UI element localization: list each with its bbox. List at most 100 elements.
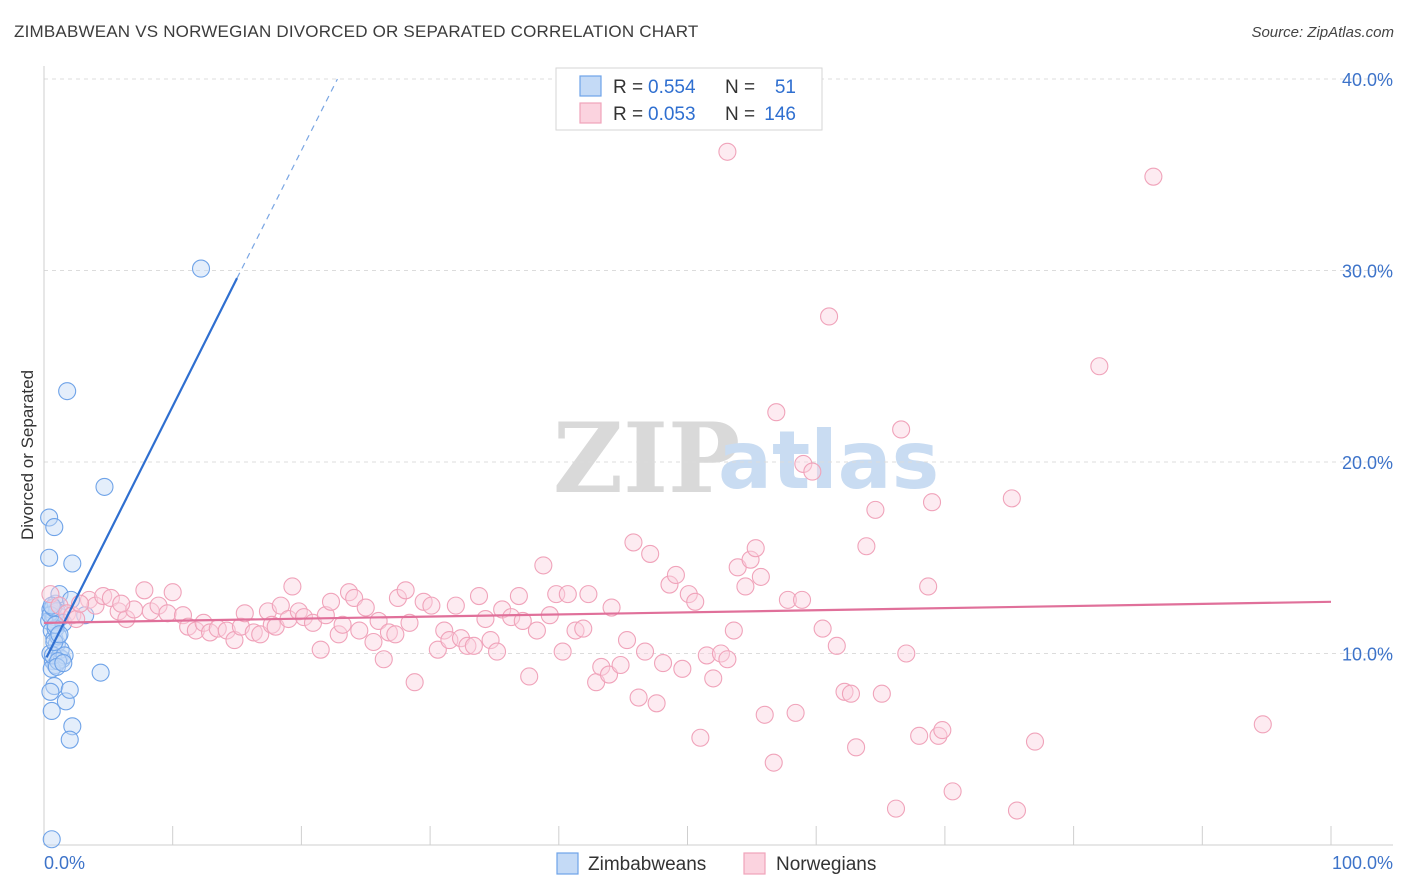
norwegians-point — [813, 619, 832, 638]
norwegians-point — [469, 586, 489, 606]
zimbabweans-point — [63, 554, 82, 573]
legend-r-value-1: 0.554 — [648, 77, 696, 98]
zimbabweans-point — [56, 692, 75, 711]
norwegians-point — [1090, 357, 1109, 376]
norwegians-point — [112, 594, 131, 613]
norwegians-point — [364, 632, 383, 652]
zimbabweans-point — [50, 625, 69, 644]
norwegians-point — [217, 621, 236, 640]
norwegians-point — [502, 608, 521, 627]
legend-r-label-2: R = — [613, 104, 643, 125]
bottom-legend-swatch-zimbabweans — [556, 852, 579, 875]
zimbabweans-point — [91, 663, 110, 682]
norwegians-point — [235, 604, 254, 623]
norwegians-point — [641, 544, 660, 563]
norwegians-point — [446, 596, 465, 615]
norwegians-point — [311, 640, 330, 659]
norwegians-point — [379, 623, 398, 642]
norwegians-point — [892, 420, 911, 439]
norwegians-point — [691, 728, 710, 747]
zimbabweans-point — [58, 382, 77, 401]
norwegians-point — [396, 581, 415, 600]
norwegians-point — [388, 588, 407, 608]
norwegians-point — [158, 604, 177, 623]
norwegians-point — [653, 654, 673, 673]
zimbabweans-point — [42, 830, 61, 849]
norwegians-point — [724, 621, 743, 640]
y-tick-label-20: 20.0% — [1342, 453, 1393, 473]
x-tick-label-max: 100.0% — [1332, 853, 1393, 873]
norwegians-point — [333, 615, 352, 634]
legend-r-value-2: 0.053 — [648, 104, 696, 125]
norwegians-point — [786, 703, 805, 722]
norwegians-point — [803, 462, 822, 481]
legend-r-label-1: R = — [613, 77, 643, 98]
norwegians-point — [464, 636, 483, 655]
bottom-legend-label-zimbabweans: Zimbabweans — [588, 854, 706, 875]
y-tick-label-30: 30.0% — [1342, 262, 1393, 282]
y-axis-label: Divorced or Separated — [18, 370, 37, 540]
norwegians-point — [764, 753, 783, 772]
norwegians-point — [910, 726, 929, 745]
norwegians-point — [558, 585, 577, 604]
chart-title: ZIMBABWEAN VS NORWEGIAN DIVORCED OR SEPA… — [14, 22, 699, 41]
norwegians-point — [294, 608, 314, 627]
zimbabweans-point — [60, 730, 79, 749]
legend-n-label-1: N = — [725, 77, 755, 98]
legend-n-value-1: 51 — [775, 77, 796, 98]
norwegians-point — [647, 694, 666, 713]
norwegians-point — [458, 636, 477, 655]
norwegians-point — [386, 625, 405, 644]
norwegians-point — [1144, 167, 1163, 186]
norwegians-point — [673, 659, 692, 678]
norwegians-point — [599, 665, 619, 684]
norwegians-point — [244, 623, 263, 642]
zimbabweans-point — [45, 518, 64, 537]
norwegians-point — [679, 585, 698, 604]
y-tick-label-10: 10.0% — [1342, 645, 1393, 665]
norwegians-point — [487, 642, 507, 661]
norwegians-point — [400, 613, 419, 632]
norwegians-point — [847, 738, 866, 757]
norwegians-trend-line — [43, 600, 1332, 624]
norwegians-point — [666, 565, 685, 585]
zimbabweans-point — [42, 596, 61, 615]
norwegians-point — [94, 586, 113, 606]
norwegians-point — [316, 606, 335, 625]
norwegians-point — [289, 602, 308, 621]
norwegians-point — [251, 625, 270, 644]
norwegians-point — [186, 621, 205, 640]
norwegians-point — [841, 684, 860, 703]
norwegians-point — [566, 621, 585, 640]
norwegians-point — [1025, 732, 1045, 751]
norwegians-point — [422, 596, 441, 615]
bottom-legend: Zimbabweans Norwegians — [556, 852, 876, 875]
norwegians-point — [751, 567, 770, 586]
norwegians-point — [592, 657, 611, 676]
norwegians-point — [718, 142, 737, 161]
y-axis-tick-labels: 10.0% 20.0% 30.0% 40.0% — [1342, 70, 1393, 665]
zimbabweans-trend-extension — [236, 78, 338, 279]
norwegians-point — [527, 621, 546, 640]
zimbabweans-points — [40, 259, 211, 849]
norwegians-point — [553, 642, 572, 661]
norwegians-point — [356, 598, 375, 617]
norwegians-point — [440, 631, 459, 650]
norwegians-point — [1253, 715, 1272, 734]
norwegians-point — [704, 669, 723, 688]
norwegians-point — [86, 596, 105, 615]
norwegians-point — [792, 590, 812, 609]
legend-n-value-2: 146 — [764, 104, 796, 125]
norwegians-point — [919, 577, 938, 596]
norwegians-point — [520, 667, 539, 686]
norwegians-point — [736, 577, 755, 596]
legend-swatch-norwegians — [579, 102, 602, 124]
norwegians-point — [50, 596, 69, 615]
norwegians-points — [41, 142, 1272, 820]
norwegians-point — [943, 782, 962, 801]
norwegians-point — [624, 533, 643, 552]
zimbabweans-point — [63, 717, 82, 736]
norwegians-point — [574, 619, 593, 638]
norwegians-point — [827, 636, 846, 655]
